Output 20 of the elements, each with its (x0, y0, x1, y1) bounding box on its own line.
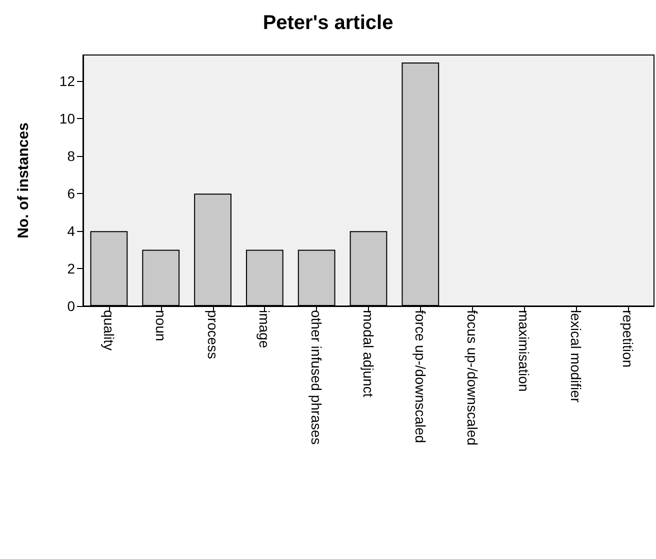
x-tick-label: force up-/downscaled (412, 310, 428, 444)
y-tick-label: 8 (67, 148, 76, 164)
x-tick-label: image (256, 310, 273, 348)
y-tick-label: 4 (67, 223, 76, 240)
x-tick-label: focus up-/downscaled (464, 310, 480, 446)
y-tick-label: 12 (59, 73, 76, 90)
x-tick-label: maximisation (516, 310, 532, 392)
chart-title: Peter's article (262, 12, 394, 34)
x-tick-label: quality (100, 310, 117, 350)
y-tick-label: 6 (67, 186, 76, 202)
x-tick-label: other infused phrases (308, 310, 325, 445)
x-tick-label: lexical modifier (568, 310, 584, 403)
y-tick-label: 2 (67, 260, 76, 277)
x-tick-label: noun (152, 310, 169, 342)
y-tick-label: 0 (67, 298, 76, 314)
y-tick-label: 10 (59, 110, 76, 127)
x-tick-label: process (204, 310, 221, 360)
y-axis-title: No. of instances (15, 122, 32, 238)
x-tick-label: repetition (620, 310, 636, 368)
x-tick-label: modal adjunct (360, 310, 376, 398)
